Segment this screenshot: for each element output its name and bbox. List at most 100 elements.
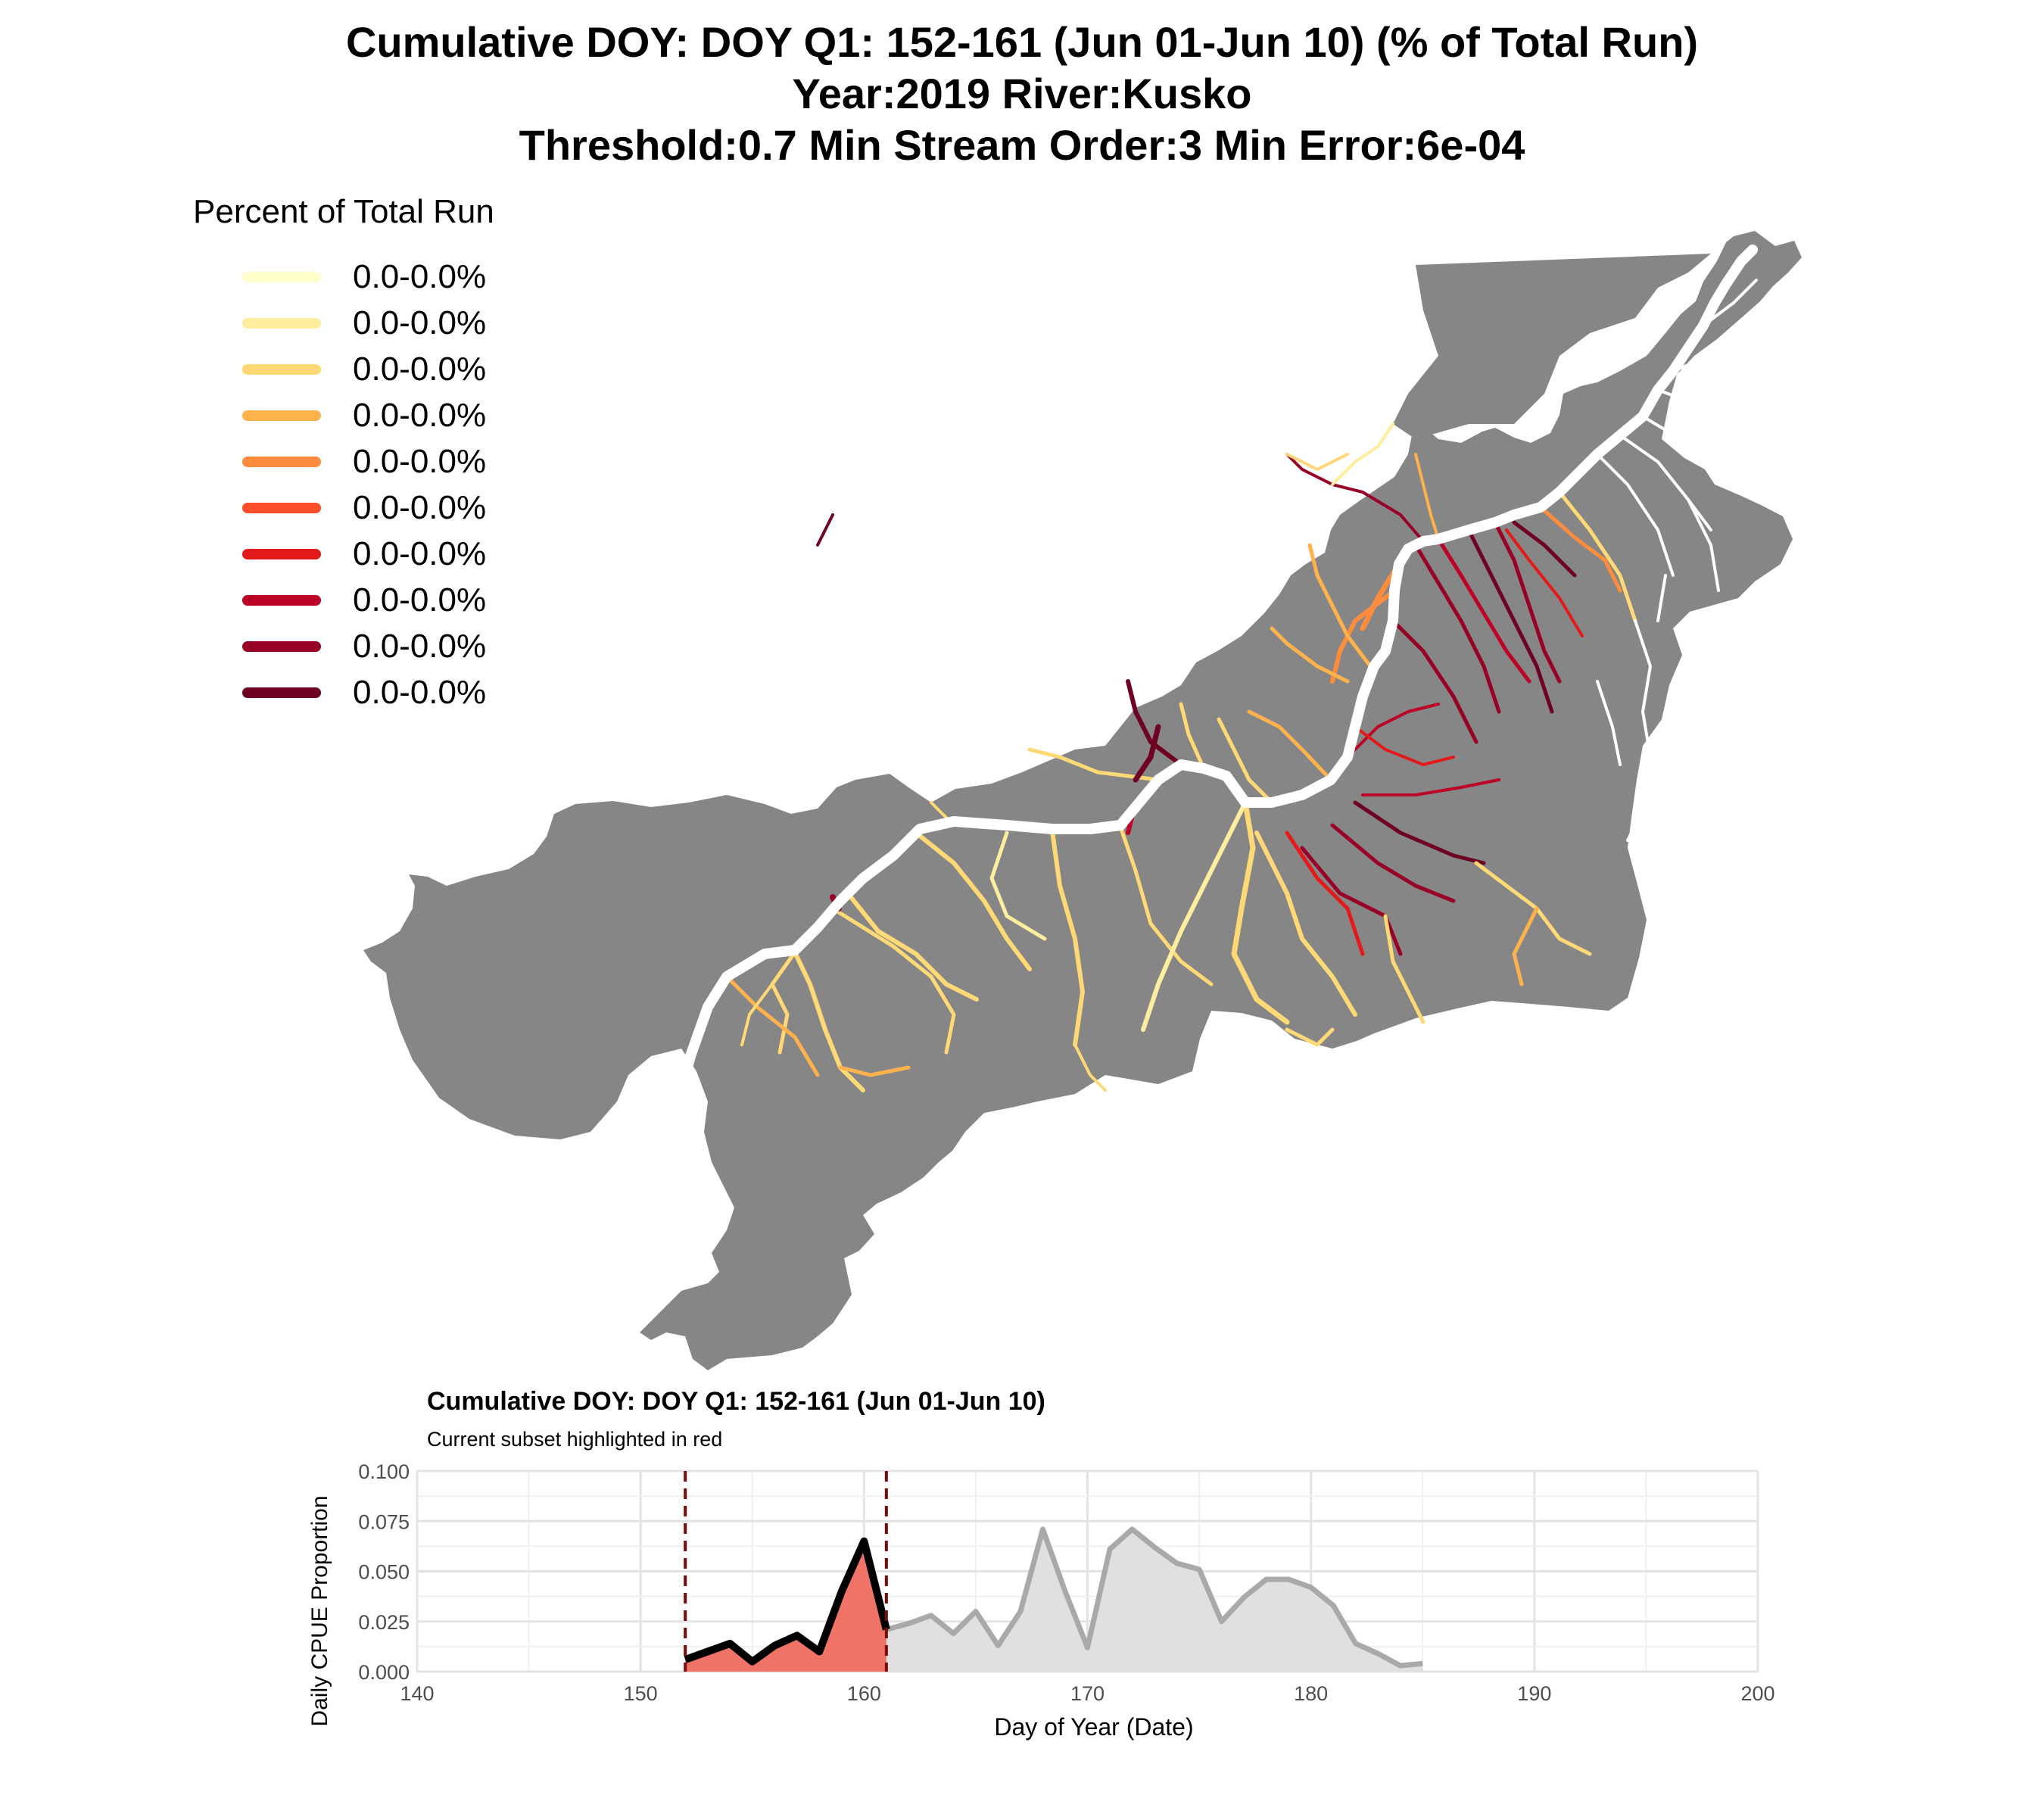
legend-label: 0.0-0.0%: [353, 627, 487, 665]
tributary-stream: [770, 950, 797, 1055]
x-tick-label: 140: [400, 1682, 434, 1705]
unsampled-tributary: [1596, 453, 1675, 577]
map-title-line3: Threshold:0.7 Min Stream Order:3 Min Err…: [519, 121, 1525, 169]
mainstem-river: [676, 245, 1758, 1095]
tributary-stream: [1466, 528, 1554, 714]
tributary-stream: [1330, 823, 1456, 903]
legend-label: 0.0-0.0%: [353, 442, 487, 480]
highlight-area: [685, 1541, 886, 1672]
legend-item: 0.0-0.0%: [242, 392, 486, 438]
tributary-stream: [1346, 703, 1440, 759]
legend: 0.0-0.0% 0.0-0.0% 0.0-0.0% 0.0-0.0% 0.0-0.0%…: [242, 254, 486, 715]
unsampled-tributary: [1641, 415, 1720, 471]
tributary-stream: [846, 891, 979, 1002]
unsampled-tributary: [1619, 434, 1712, 531]
tributary-stream: [740, 983, 774, 1046]
legend-swatch: [242, 687, 321, 698]
legend-item: 0.0-0.0%: [242, 531, 486, 577]
tributary-stream: [838, 1065, 911, 1077]
tributary-stream: [1493, 520, 1562, 684]
tributary-stream: [914, 831, 1032, 971]
x-tick-label: 180: [1294, 1682, 1328, 1705]
y-tick-label: 0.075: [358, 1510, 410, 1533]
tributary-stream: [1361, 778, 1500, 796]
background-line: [885, 1526, 1423, 1669]
tributary-stream: [1217, 717, 1274, 805]
legend-item: 0.0-0.0%: [242, 438, 486, 485]
tributary-stream: [816, 513, 834, 547]
legend-swatch: [242, 456, 321, 467]
tributary-stream: [1141, 800, 1248, 1032]
tributary-stream: [1512, 520, 1577, 578]
tributary-stream: [1231, 799, 1290, 1025]
basin-polygon: [363, 231, 1802, 1370]
legend-label: 0.0-0.0%: [353, 581, 487, 619]
unsampled-tributary: [1596, 680, 1622, 766]
tributary-stream: [1512, 906, 1539, 986]
y-axis-label: Daily CPUE Proportion: [307, 1495, 332, 1726]
legend-label: 0.0-0.0%: [353, 304, 487, 341]
background-area: [886, 1529, 1423, 1672]
x-tick-label: 200: [1740, 1682, 1774, 1705]
chart-subtitle: Current subset highlighted in red: [427, 1428, 722, 1451]
legend-item: 0.0-0.0%: [242, 577, 486, 623]
cpue-chart: Cumulative DOY: DOY Q1: 152-161 (Jun 01-…: [307, 1387, 1775, 1741]
tributary-stream: [1300, 846, 1403, 956]
tributary-stream: [1118, 824, 1214, 986]
map-title-line2: Year:2019 River:Kusko: [792, 70, 1252, 117]
legend-label: 0.0-0.0%: [353, 535, 487, 572]
legend-label: 0.0-0.0%: [353, 350, 487, 388]
legend-item: 0.0-0.0%: [242, 300, 486, 346]
legend-item: 0.0-0.0%: [242, 623, 486, 669]
tributary-stream: [1285, 453, 1349, 471]
legend-item: 0.0-0.0%: [242, 485, 486, 531]
highlight-line: [684, 1537, 890, 1666]
tributary-stream: [1027, 747, 1161, 782]
legend-swatch: [242, 548, 321, 559]
upper-basin-shape: [1393, 254, 1711, 439]
legend-label: 0.0-0.0%: [353, 257, 487, 295]
tributary-stream: [1391, 619, 1478, 744]
tributary-stream: [1133, 724, 1161, 783]
legend-title: Percent of Total Run: [193, 193, 494, 230]
unsampled-tributary: [1687, 498, 1720, 592]
legend-swatch: [242, 363, 321, 375]
tributary-stream: [1538, 505, 1622, 593]
tributary-stream: [1353, 800, 1486, 865]
tributary-stream: [1247, 709, 1333, 782]
x-axis-label: Day of Year (Date): [994, 1713, 1193, 1741]
legend-item: 0.0-0.0%: [242, 346, 486, 392]
tributary-stream: [1285, 453, 1425, 543]
legend-swatch: [242, 640, 321, 652]
legend-swatch: [242, 410, 321, 421]
background-series: [885, 1526, 1423, 1672]
tributary-stream: [1331, 422, 1394, 486]
legend-label: 0.0-0.0%: [353, 673, 487, 711]
y-tick-label: 0.100: [358, 1460, 410, 1483]
tributary-stream: [1179, 702, 1206, 771]
tributary-stream: [989, 831, 1047, 941]
legend-label: 0.0-0.0%: [353, 488, 487, 526]
tributary-stream: [1270, 626, 1350, 684]
unsampled-tributary: [1656, 388, 1720, 425]
tributary-stream: [1436, 537, 1531, 684]
unsampled-tributary: [1626, 763, 1652, 842]
tributary-stream: [1254, 831, 1357, 1017]
tributary-stream: [1557, 490, 1637, 623]
legend-swatch: [242, 317, 321, 329]
tributary-stream: [793, 950, 865, 1092]
legend-swatch: [242, 271, 321, 282]
tributary-stream: [1354, 725, 1455, 766]
y-tick-label: 0.050: [358, 1561, 410, 1584]
tributary-stream: [724, 974, 820, 1077]
tributary-stream: [1505, 528, 1584, 637]
x-tick-label: 150: [624, 1682, 658, 1705]
axis-tick-labels: 140 150 160 170 180 190 200 0.000 0.025 0.050 0.07…: [358, 1460, 1774, 1705]
tributary-stream: [1073, 1043, 1107, 1092]
legend-swatch: [242, 502, 321, 513]
tributary-stream: [1413, 543, 1501, 714]
tributary-stream: [1414, 453, 1440, 541]
legend-label: 0.0-0.0%: [353, 396, 487, 434]
tributary-stream: [1285, 1027, 1335, 1047]
legend-swatch: [242, 594, 321, 606]
